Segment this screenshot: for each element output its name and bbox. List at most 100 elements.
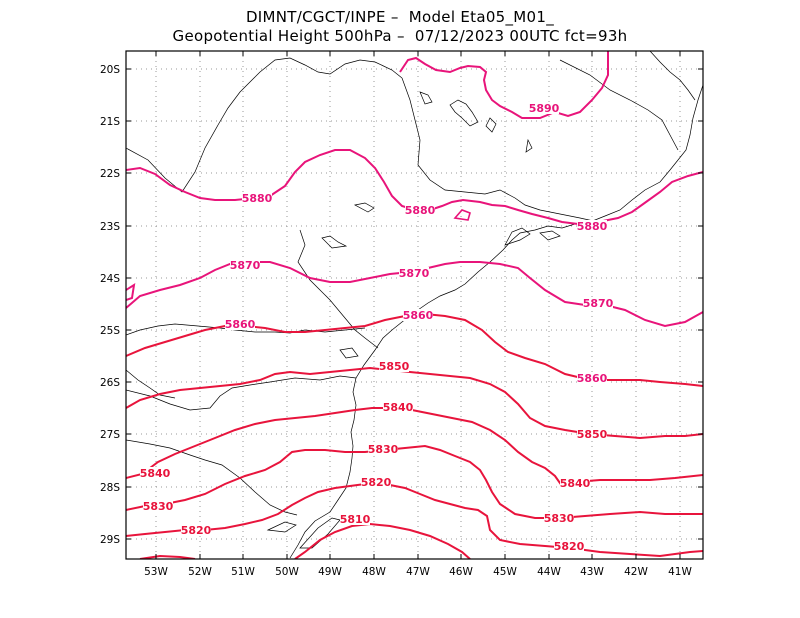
lat-tick-label: 27S [100, 429, 120, 441]
contour-5820 [126, 483, 703, 558]
contour-label-bg [577, 220, 607, 232]
lat-tick-label: 22S [100, 168, 120, 180]
contour-label-c5820b: 5820 [181, 524, 212, 537]
state-border-4 [126, 439, 298, 516]
reservoir-3 [353, 202, 375, 213]
contour-label-bg [230, 259, 260, 271]
contour-label-c5850b: 5850 [577, 428, 608, 441]
contour-label-c5860b: 5860 [403, 309, 434, 322]
contour-5810-south [139, 554, 196, 559]
contour-label-text: 5870 [583, 297, 614, 310]
contour-label-c5820a: 5820 [361, 476, 392, 489]
minas-border-2 [559, 59, 679, 151]
contour-label-bg [554, 540, 584, 552]
state-border-5 [126, 323, 366, 336]
island-outline [539, 230, 561, 241]
contour-label-text: 5850 [379, 360, 410, 373]
contour-label-text: 5860 [225, 318, 256, 331]
contour-label-c5840c: 5840 [560, 477, 591, 490]
lon-tick-label: 51W [231, 566, 255, 578]
contour-label-bg [225, 318, 255, 330]
lon-tick-label: 47W [406, 566, 430, 578]
contour-label-bg [379, 360, 409, 372]
contour-labels: 5890 5880 5880 5880 5870 5870 5870 5860 5860 5860… [140, 102, 614, 553]
contour-label-text: 5890 [529, 102, 560, 115]
contour-label-bg [577, 372, 607, 384]
contour-label-c5860a: 5860 [225, 318, 256, 331]
contour-label-c5830c: 5830 [544, 512, 575, 525]
contour-label-bg [560, 477, 590, 489]
contour-label-text: 5840 [140, 467, 171, 480]
lat-tick-label: 24S [100, 273, 120, 285]
minas-border [401, 77, 599, 223]
contour-label-text: 5840 [560, 477, 591, 490]
border-north [649, 51, 696, 101]
lon-tick-label: 53W [144, 566, 168, 578]
atlantic-coastline [289, 84, 703, 559]
contour-5810 [294, 522, 471, 559]
reservoir-2 [419, 91, 433, 105]
lon-tick-label: 44W [537, 566, 561, 578]
contour-label-c5880c: 5880 [577, 220, 608, 233]
lat-tick-label: 23S [100, 221, 120, 233]
lagoon-2 [266, 521, 297, 533]
lat-tick-label: 25S [100, 325, 120, 337]
graticule-grid [126, 51, 703, 559]
contour-label-c5820c: 5820 [554, 540, 585, 553]
contour-label-c5880b: 5880 [405, 204, 436, 217]
contour-label-c5870a: 5870 [230, 259, 261, 272]
contour-label-bg [140, 467, 170, 479]
contour-label-bg [143, 500, 173, 512]
contour-label-bg [529, 102, 559, 114]
contour-label-c5880a: 5880 [242, 192, 273, 205]
contour-label-bg [399, 267, 429, 279]
contour-label-c5830b: 5830 [143, 500, 174, 513]
contour-label-bg [403, 309, 433, 321]
reservoir-4 [321, 235, 348, 249]
contour-label-text: 5820 [361, 476, 392, 489]
lon-tick-label: 52W [188, 566, 212, 578]
contour-label-c5850a: 5850 [379, 360, 410, 373]
lon-tick-label: 46W [449, 566, 473, 578]
contour-label-text: 5860 [577, 372, 608, 385]
contour-5880-loop [453, 209, 471, 221]
lat-tick-label: 20S [100, 64, 120, 76]
map-frame [125, 50, 704, 560]
contour-label-bg [368, 443, 398, 455]
contour-label-text: 5840 [383, 401, 414, 414]
river-1 [525, 138, 533, 153]
reservoir-5 [339, 347, 359, 359]
contour-label-c5870c: 5870 [583, 297, 614, 310]
contour-label-text: 5880 [242, 192, 273, 205]
lat-tick-label: 29S [100, 534, 120, 546]
contour-label-bg [242, 192, 272, 204]
contour-5850 [126, 366, 703, 440]
lat-tick-label: 21S [100, 116, 120, 128]
contour-label-bg [577, 428, 607, 440]
reservoir-1 [449, 99, 479, 127]
lat-tick-label: 26S [100, 377, 120, 389]
contour-label-text: 5820 [181, 524, 212, 537]
contour-label-bg [340, 513, 370, 525]
lon-tick-label: 42W [624, 566, 648, 578]
contour-label-c5860c: 5860 [577, 372, 608, 385]
lon-tick-label: 43W [580, 566, 604, 578]
lon-tick-label: 41W [668, 566, 692, 578]
reservoir-6 [485, 117, 497, 133]
contour-label-c5840a: 5840 [383, 401, 414, 414]
contour-layer [126, 51, 703, 559]
contour-label-text: 5880 [577, 220, 608, 233]
lon-tick-label: 49W [318, 566, 342, 578]
tick-marks [126, 51, 703, 559]
border-uruguay [126, 369, 176, 399]
contour-label-c5830a: 5830 [368, 443, 399, 456]
contour-label-bg [383, 401, 413, 413]
lon-tick-label: 50W [275, 566, 299, 578]
lon-tick-label: 48W [362, 566, 386, 578]
contour-label-c5810: 5810 [340, 513, 371, 526]
bay-outline [504, 227, 531, 246]
contour-label-text: 5850 [577, 428, 608, 441]
contour-label-text: 5860 [403, 309, 434, 322]
contour-label-bg [583, 297, 613, 309]
